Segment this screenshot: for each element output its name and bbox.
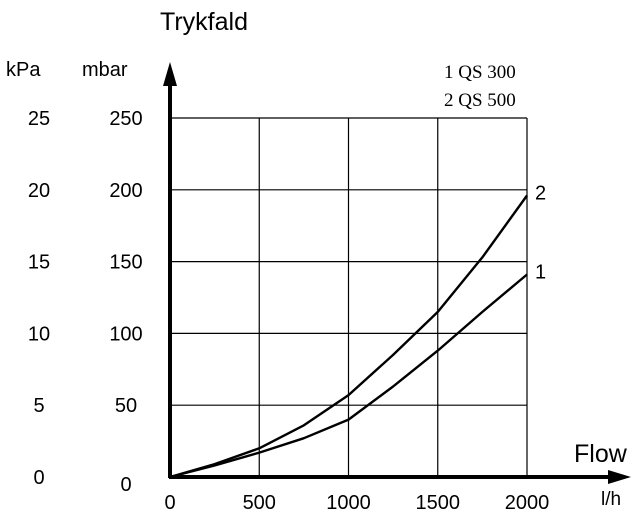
x-tick-label: 1000: [326, 492, 371, 514]
y-tick-label-mbar: 0: [120, 474, 131, 496]
y-unit-mbar: mbar: [82, 59, 128, 81]
x-tick-label: 2000: [505, 492, 550, 514]
y-tick-label-mbar: 100: [109, 323, 142, 345]
y-tick-label-kpa: 5: [33, 395, 44, 417]
labels: Trykfald kPa mbar Flow l/h 1 QS 300 2 QS…: [6, 8, 628, 514]
series-line-2: [169, 194, 528, 479]
x-tick-label: 1500: [416, 492, 461, 514]
x-unit: l/h: [601, 489, 621, 510]
y-tick-label-kpa: 15: [28, 252, 50, 274]
grid: [170, 117, 528, 477]
y-tick-label-mbar: 50: [115, 395, 137, 417]
x-axis-label: Flow: [574, 440, 628, 468]
y-tick-label-kpa: 20: [28, 180, 50, 202]
y-tick-label-kpa: 25: [28, 108, 50, 130]
y-tick-label-kpa: 10: [28, 323, 50, 345]
y-tick-label-mbar: 150: [109, 252, 142, 274]
series-label-1: 1: [535, 262, 546, 284]
y-tick-label-mbar: 200: [109, 180, 142, 202]
series-label-2: 2: [535, 183, 546, 205]
series-lines: [169, 194, 528, 479]
x-tick-label: 500: [243, 492, 276, 514]
x-axis-arrow: [608, 470, 631, 484]
axes: [163, 62, 631, 484]
x-tick-label: 0: [164, 492, 175, 514]
legend-entry-2: 2 QS 500: [444, 90, 516, 111]
chart-title: Trykfald: [160, 8, 248, 36]
y-unit-kpa: kPa: [6, 59, 41, 81]
y-axis-arrow: [163, 62, 177, 86]
y-tick-label-mbar: 250: [109, 108, 142, 130]
legend-entry-1: 1 QS 300: [444, 62, 516, 83]
series-line-1: [169, 273, 528, 479]
y-tick-label-kpa: 0: [33, 467, 44, 489]
